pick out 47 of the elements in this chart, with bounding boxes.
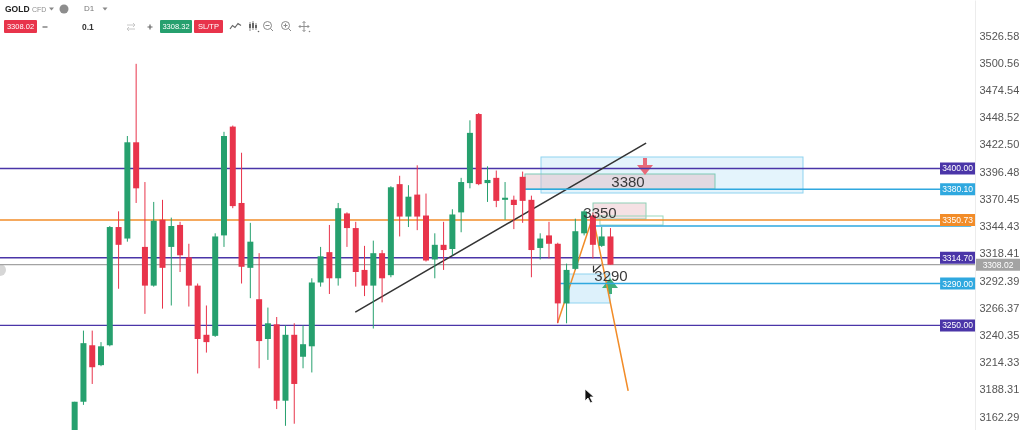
y-tick-label: 3188.31 xyxy=(979,383,1020,396)
y-tick-label: 3162.29 xyxy=(979,410,1020,423)
y-tick-label: 3396.48 xyxy=(979,165,1020,178)
data-label: 3380.10 xyxy=(942,184,974,195)
ref-line-label: 3250.00 xyxy=(942,320,974,331)
y-tick-label: 3422.50 xyxy=(979,138,1020,151)
candlestick xyxy=(300,324,307,369)
candlestick xyxy=(484,165,491,203)
data-label: 3290.00 xyxy=(942,278,974,289)
y-tick-label: 3292.39 xyxy=(979,274,1020,287)
annotation: 3380 xyxy=(611,172,645,190)
candlestick xyxy=(203,305,210,354)
y-tick-label: 3266.37 xyxy=(979,301,1020,314)
candlestick xyxy=(361,245,368,297)
y-tick-label: 3526.58 xyxy=(979,29,1020,42)
y-tick-label: 3318.41 xyxy=(979,247,1020,260)
annotation: 3350 xyxy=(583,204,617,222)
candlestick xyxy=(405,184,412,228)
y-tick-label: 3214.33 xyxy=(979,356,1020,369)
candlestick xyxy=(537,232,544,260)
ref-line-label: 3400.00 xyxy=(942,163,974,174)
ref-line-label: 3308.02 xyxy=(982,259,1014,270)
annotation: D1 xyxy=(84,4,95,13)
ref-line-label: 3314.70 xyxy=(942,252,974,263)
y-tick-label: 3448.52 xyxy=(979,111,1020,124)
annotation: 0.1 xyxy=(82,22,94,32)
chart-title: GOLD xyxy=(5,4,30,14)
candlestick xyxy=(545,221,552,259)
candlestick xyxy=(493,170,500,208)
candlestick xyxy=(98,341,105,367)
candlestick xyxy=(89,330,96,385)
candlestick xyxy=(343,211,350,248)
y-tick-label: 3474.54 xyxy=(979,83,1020,96)
candlestick xyxy=(264,307,271,361)
candlestick xyxy=(598,226,605,248)
candlestick xyxy=(414,164,421,231)
candlestick xyxy=(510,195,517,230)
candlestick xyxy=(115,210,122,290)
y-tick-label: 3344.43 xyxy=(979,220,1020,233)
y-tick-label: 3240.35 xyxy=(979,328,1020,341)
candlestick xyxy=(502,181,509,221)
ref-line-label: 3350.73 xyxy=(942,214,974,225)
y-tick-label: 3370.45 xyxy=(979,192,1020,205)
candlestick xyxy=(431,232,438,279)
y-tick-label: 3500.56 xyxy=(979,56,1020,69)
candlestick xyxy=(168,217,175,306)
candlestick xyxy=(440,221,447,271)
